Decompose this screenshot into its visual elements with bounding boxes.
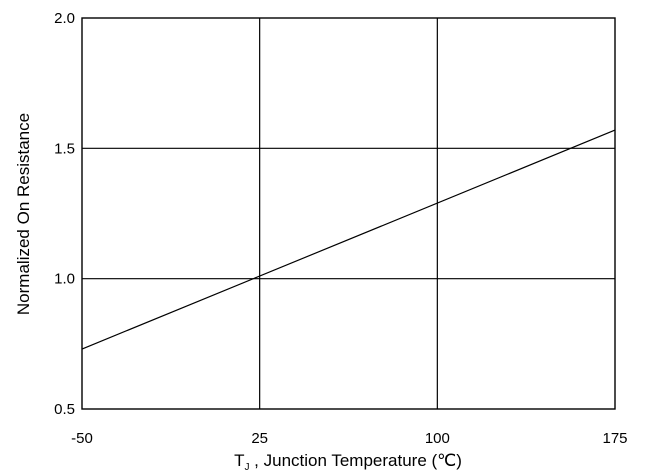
y-tick-labels: 0.5 1.0 1.5 2.0 <box>54 10 75 418</box>
x-tick-label: 175 <box>602 430 627 447</box>
x-tick-labels: -50 25 100 175 <box>71 430 627 447</box>
x-tick-label: 25 <box>251 430 268 447</box>
y-tick-label: 1.5 <box>54 140 75 157</box>
series-line-0 <box>81 129 616 350</box>
grid-lines <box>82 18 615 409</box>
series-layer <box>81 129 616 350</box>
x-axis-title: TJ , Junction Temperature (℃) <box>234 451 462 471</box>
x-axis-title-text: , Junction Temperature (℃) <box>249 451 461 470</box>
x-tick-label: -50 <box>71 430 93 447</box>
x-axis-title-symbol: T <box>234 451 244 470</box>
y-tick-label: 1.0 <box>54 271 75 288</box>
y-tick-label: 0.5 <box>54 401 75 418</box>
x-axis-title-subscript: J <box>244 462 249 471</box>
x-tick-label: 100 <box>425 430 450 447</box>
y-tick-label: 2.0 <box>54 10 75 27</box>
y-axis-title: Normalized On Resistance <box>14 113 33 315</box>
plot-frame <box>81 17 616 410</box>
